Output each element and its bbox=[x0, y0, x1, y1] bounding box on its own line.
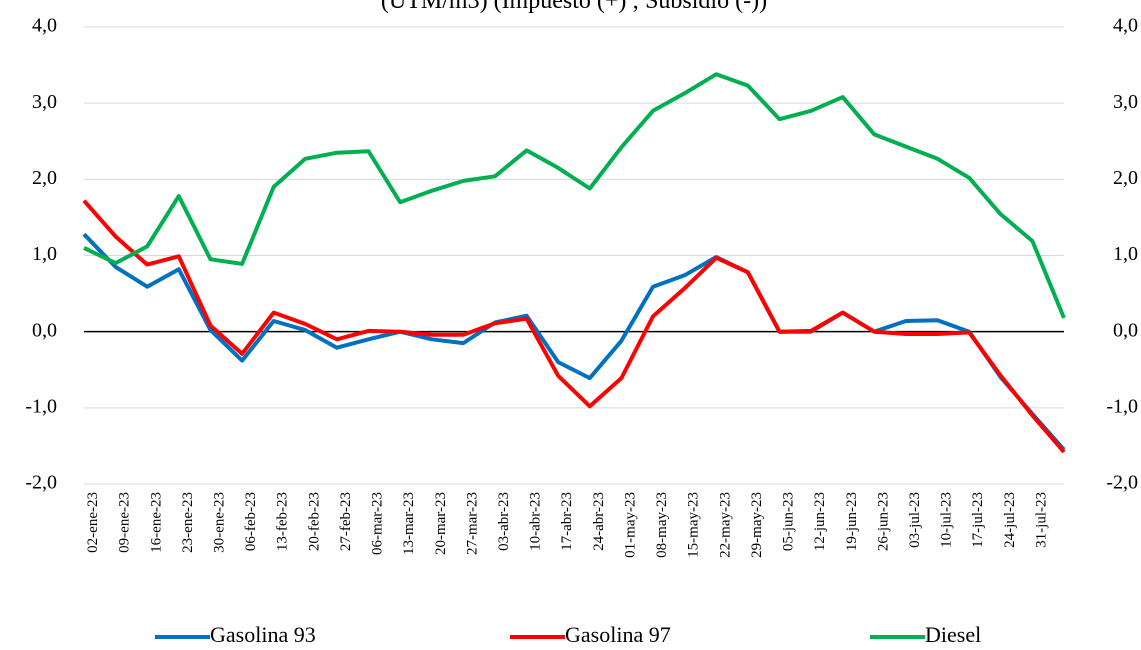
x-tick-label: 09-ene-23 bbox=[117, 492, 133, 553]
y-tick-label: 0,0 bbox=[32, 319, 57, 341]
series-line bbox=[82, 199, 1066, 454]
chart-title: (UTM/m3) (Impuesto (+) ; Subsidio (-)) bbox=[381, 0, 767, 14]
legend-label: Gasolina 93 bbox=[210, 622, 316, 647]
x-tick-label: 10-jul-23 bbox=[939, 492, 955, 548]
x-tick-label: 26-jun-23 bbox=[875, 492, 891, 551]
x-tick-label: 02-ene-23 bbox=[85, 492, 101, 553]
x-tick-label: 13-mar-23 bbox=[401, 492, 417, 555]
x-tick-label: 17-abr-23 bbox=[559, 492, 575, 551]
y2-tick-label: 3,0 bbox=[1113, 91, 1138, 113]
x-tick-label: 13-feb-23 bbox=[275, 492, 291, 551]
series-line bbox=[83, 72, 1066, 319]
x-tick-label: 03-abr-23 bbox=[496, 492, 512, 551]
x-tick-label: 20-feb-23 bbox=[306, 492, 322, 551]
x-tick-label: 01-may-23 bbox=[622, 492, 638, 558]
x-tick-label: 19-jun-23 bbox=[844, 492, 860, 551]
y-tick-label: -1,0 bbox=[25, 395, 57, 417]
x-tick-label: 06-feb-23 bbox=[243, 492, 259, 551]
x-tick-label: 10-abr-23 bbox=[528, 492, 544, 551]
x-tick-label: 31-jul-23 bbox=[1033, 492, 1049, 548]
x-tick-label: 05-jun-23 bbox=[781, 492, 797, 551]
legend-label: Gasolina 97 bbox=[565, 622, 671, 647]
y2-tick-label: 1,0 bbox=[1113, 243, 1138, 265]
x-tick-label: 23-ene-23 bbox=[180, 492, 196, 553]
legend-label: Diesel bbox=[925, 622, 981, 647]
x-tick-label: 20-mar-23 bbox=[433, 492, 449, 555]
x-tick-label: 30-ene-23 bbox=[212, 492, 228, 553]
x-tick-label: 03-jul-23 bbox=[907, 492, 923, 548]
y-tick-label: 4,0 bbox=[32, 15, 57, 37]
x-tick-label: 06-mar-23 bbox=[370, 492, 386, 555]
x-tick-label: 17-jul-23 bbox=[970, 492, 986, 548]
y2-tick-label: 4,0 bbox=[1113, 15, 1138, 37]
y2-tick-label: 0,0 bbox=[1113, 319, 1138, 341]
y2-tick-label: 2,0 bbox=[1113, 167, 1138, 189]
x-tick-label: 27-feb-23 bbox=[338, 492, 354, 551]
x-tick-label: 16-ene-23 bbox=[148, 492, 164, 553]
x-tick-label: 29-may-23 bbox=[749, 492, 765, 558]
x-tick-label: 08-may-23 bbox=[654, 492, 670, 558]
series-line bbox=[82, 232, 1066, 452]
y-tick-label: 2,0 bbox=[32, 167, 57, 189]
x-tick-label: 22-may-23 bbox=[717, 492, 733, 558]
y-tick-label: -2,0 bbox=[25, 472, 57, 494]
y-tick-label: 1,0 bbox=[32, 243, 57, 265]
y2-tick-label: -2,0 bbox=[1106, 472, 1138, 494]
x-tick-label: 24-abr-23 bbox=[591, 492, 607, 551]
x-tick-label: 15-may-23 bbox=[686, 492, 702, 558]
x-tick-label: 12-jun-23 bbox=[812, 492, 828, 551]
y-tick-label: 3,0 bbox=[32, 91, 57, 113]
x-tick-label: 24-jul-23 bbox=[1002, 492, 1018, 548]
y2-tick-label: -1,0 bbox=[1106, 395, 1138, 417]
x-tick-label: 27-mar-23 bbox=[464, 492, 480, 555]
